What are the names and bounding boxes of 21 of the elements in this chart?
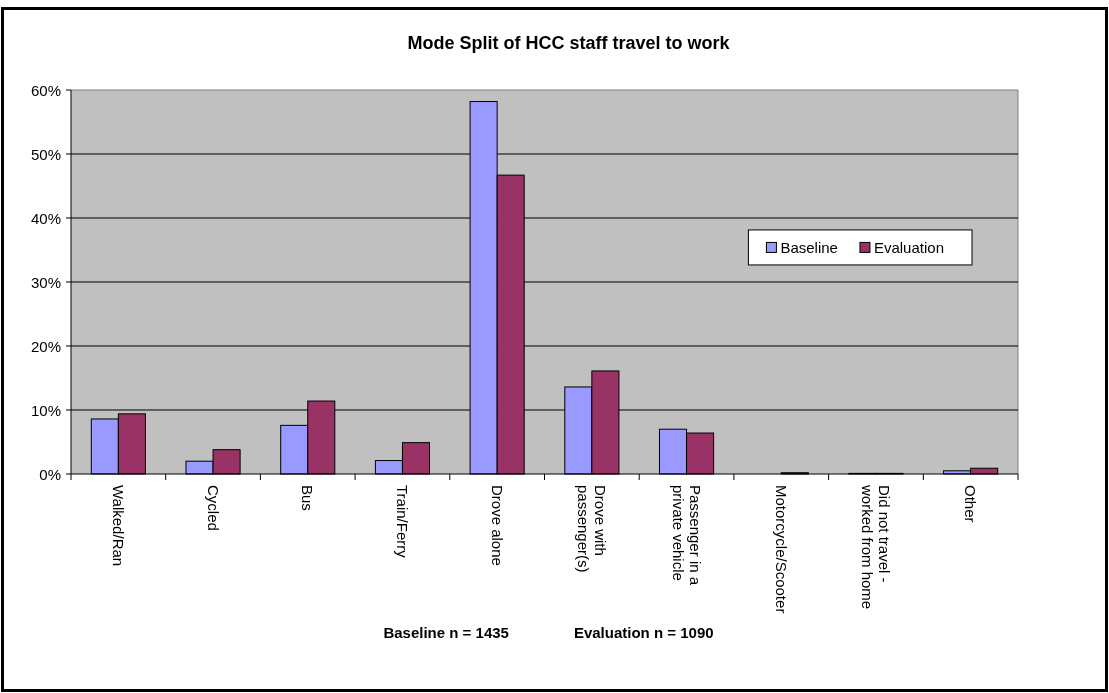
x-tick-label: Drove alone [488,485,506,566]
legend-label: Evaluation [873,238,945,256]
y-tick-label: 0% [39,465,61,483]
x-tick-label: Other [962,485,980,523]
x-tick-label: Cycled [204,485,222,531]
x-tick-label: Train/Ferry [393,485,411,559]
x-tick-label: Drove with passenger(s) [574,485,609,573]
x-tick-label: Walked/Ran [109,485,127,567]
text: Evaluation n = 1090 [573,623,714,641]
legend-label: Baseline [780,238,838,256]
y-tick-label: 10% [30,401,61,419]
chart-title: Mode Split of HCC staff travel to work [407,33,731,53]
x-tick-label: Motorcycle/Scooter [772,485,790,614]
y-tick-label: 30% [30,273,61,291]
y-tick-label: 60% [30,81,61,99]
y-tick-label: 20% [30,337,61,355]
y-tick-label: 40% [30,209,61,227]
x-tick-label: Did not travel - worked from home [858,484,893,610]
text: Baseline n = 1435 [383,623,509,641]
y-tick-label: 50% [30,145,61,163]
x-tick-label: Bus [299,485,317,511]
